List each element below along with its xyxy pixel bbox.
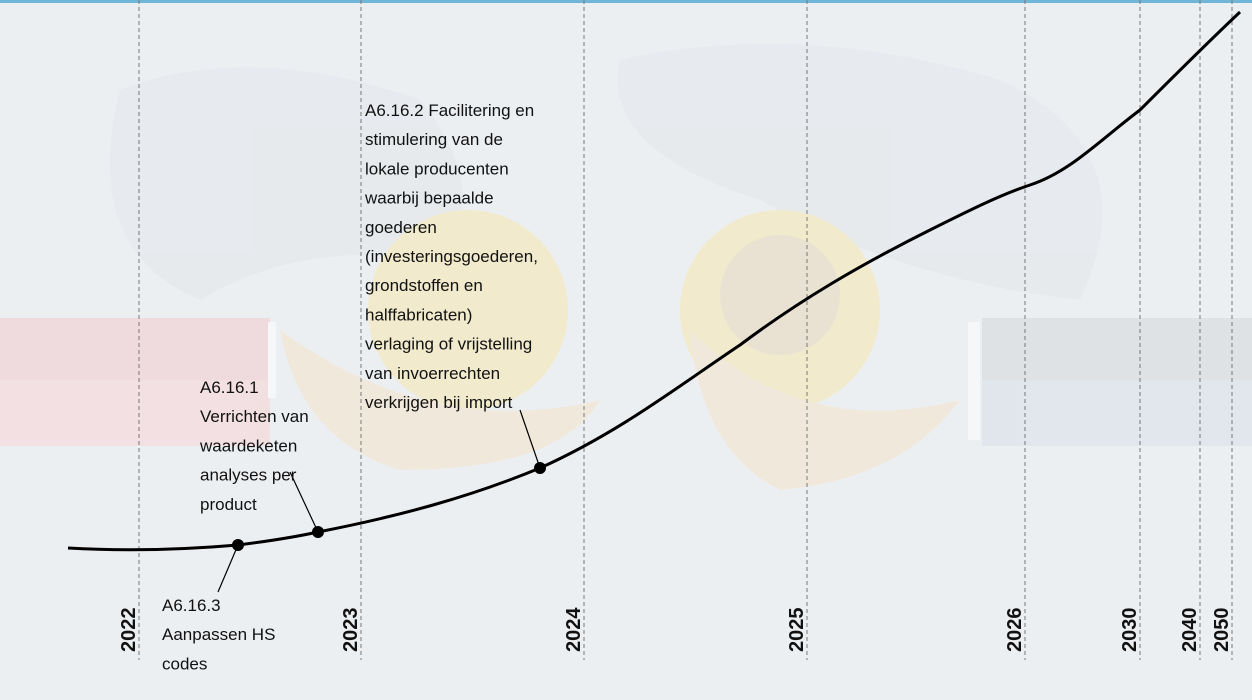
milestone-text: halffabricaten) bbox=[365, 305, 472, 324]
milestone-text: Verrichten van bbox=[200, 407, 309, 426]
milestone-text: verlaging of vrijstelling bbox=[365, 335, 532, 354]
milestone-text: A6.16.3 bbox=[162, 596, 221, 615]
milestone-text: analyses per bbox=[200, 466, 297, 485]
milestone-text: codes bbox=[162, 654, 207, 673]
year-label: 2024 bbox=[563, 607, 585, 652]
annotations: A6.16.3 Aanpassen HS codes A6.16.1 Verrichte… bbox=[162, 101, 538, 673]
milestone-dot bbox=[232, 539, 244, 551]
leader-line bbox=[289, 471, 319, 533]
leader-line bbox=[519, 409, 541, 469]
year-label: 2030 bbox=[1119, 608, 1141, 653]
year-lines: 2022 2023 2024 2025 2026 2030 2040 2050 bbox=[118, 0, 1233, 660]
top-border bbox=[0, 0, 1252, 3]
milestone-text: A6.16.1 bbox=[200, 378, 259, 397]
milestone-text: van invoerrechten bbox=[365, 364, 500, 383]
year-label: 2040 bbox=[1179, 608, 1201, 653]
milestone-text: waardeketen bbox=[199, 436, 297, 455]
decoration bbox=[0, 44, 1252, 490]
year-label: 2026 bbox=[1004, 608, 1026, 653]
year-label: 2025 bbox=[786, 608, 808, 653]
year-label: 2023 bbox=[340, 608, 362, 653]
milestone-text: product bbox=[200, 495, 257, 514]
milestone-dot bbox=[312, 526, 324, 538]
milestone-text: A6.16.2 Facilitering en bbox=[365, 101, 534, 120]
milestone-text: (investeringsgoederen, bbox=[365, 247, 538, 266]
milestone-text: lokale producenten bbox=[365, 159, 509, 178]
milestone-text: grondstoffen en bbox=[365, 276, 483, 295]
milestone-dot bbox=[534, 462, 546, 474]
milestone-text: Aanpassen HS bbox=[162, 625, 275, 644]
timeline-curve bbox=[67, 10, 1242, 552]
milestone-text: waarbij bepaalde bbox=[364, 189, 494, 208]
leader-line bbox=[217, 544, 239, 593]
milestone-text: goederen bbox=[365, 218, 437, 237]
milestone-text: stimulering van de bbox=[365, 130, 503, 149]
year-label: 2050 bbox=[1211, 608, 1233, 653]
year-label: 2022 bbox=[118, 608, 140, 653]
milestone-text: verkrijgen bij import bbox=[365, 393, 513, 412]
